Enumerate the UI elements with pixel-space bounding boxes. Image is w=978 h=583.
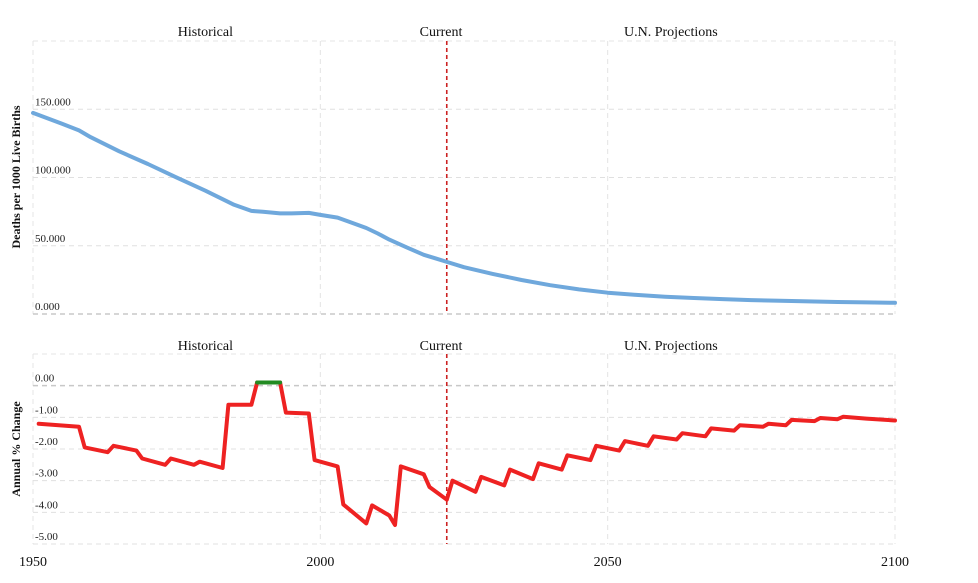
x-tick-label: 1950 bbox=[19, 555, 47, 570]
section-label: Historical bbox=[178, 339, 233, 354]
series-line bbox=[31, 110, 897, 305]
section-label: Current bbox=[420, 25, 463, 40]
y-tick-label: 50.000 bbox=[35, 233, 66, 245]
series-line bbox=[36, 380, 260, 470]
y-tick-label: -5.00 bbox=[35, 531, 58, 543]
y-tick-label: 150.000 bbox=[35, 96, 71, 108]
y-tick-label: 0.00 bbox=[35, 373, 55, 385]
y-tick-label: -1.00 bbox=[35, 404, 58, 416]
y-tick-label: -2.00 bbox=[35, 436, 58, 448]
series-line bbox=[278, 380, 897, 527]
section-label: Historical bbox=[178, 25, 233, 40]
x-tick-label: 2100 bbox=[881, 555, 909, 570]
x-tick-label: 2000 bbox=[306, 555, 334, 570]
x-tick-label: 2050 bbox=[594, 555, 622, 570]
y-tick-label: 100.000 bbox=[35, 165, 71, 177]
y-tick-label: -3.00 bbox=[35, 468, 58, 480]
y-tick-label: -4.00 bbox=[35, 499, 58, 511]
section-label: U.N. Projections bbox=[624, 25, 718, 40]
section-label: U.N. Projections bbox=[624, 339, 718, 354]
y-axis-label: Deaths per 1000 Live Births bbox=[9, 105, 23, 248]
section-label: Current bbox=[420, 339, 463, 354]
y-axis-label: Annual % Change bbox=[9, 401, 23, 497]
y-tick-label: 0.000 bbox=[35, 301, 60, 313]
